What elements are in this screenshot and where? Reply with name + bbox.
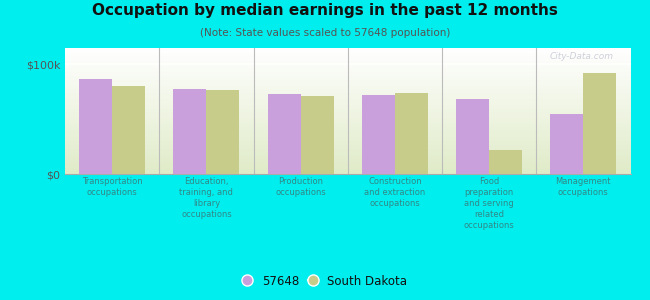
Bar [112,86,145,174]
Text: Production
occupations: Production occupations [275,177,326,197]
Text: Occupation by median earnings in the past 12 months: Occupation by median earnings in the pas… [92,3,558,18]
Text: Education,
training, and
library
occupations: Education, training, and library occupat… [179,177,233,219]
Text: (Note: State values scaled to 57648 population): (Note: State values scaled to 57648 popu… [200,28,450,38]
Bar [207,90,239,174]
Bar [456,100,489,174]
Bar [362,95,395,174]
Bar [395,93,428,174]
Bar [79,79,112,174]
Bar [489,150,522,174]
Bar [551,114,584,174]
Text: Construction
and extraction
occupations: Construction and extraction occupations [364,177,426,208]
Legend: 57648, South Dakota: 57648, South Dakota [239,271,411,291]
Bar [584,73,616,174]
Bar [268,94,300,174]
Text: Management
occupations: Management occupations [556,177,611,197]
Bar [300,96,333,174]
Text: City-Data.com: City-Data.com [549,52,614,61]
Bar [174,88,207,174]
Text: Food
preparation
and serving
related
occupations: Food preparation and serving related occ… [463,177,515,230]
Text: Transportation
occupations: Transportation occupations [82,177,142,197]
